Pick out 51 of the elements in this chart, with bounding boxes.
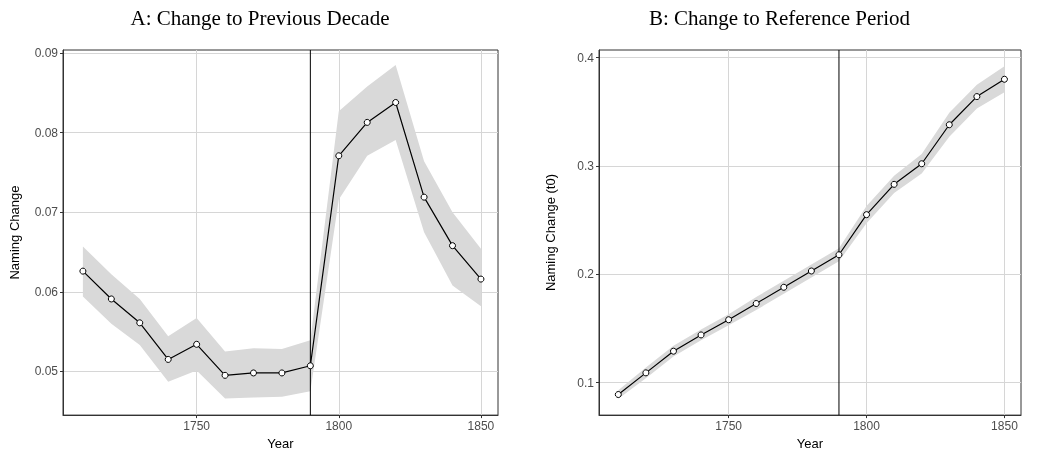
y-tick-label: 0.05 xyxy=(34,364,59,379)
point xyxy=(79,267,87,275)
y-tick-label: 0.4 xyxy=(577,50,595,65)
point xyxy=(164,355,172,363)
chart-title: A: Change to Previous Decade xyxy=(130,5,390,30)
point xyxy=(725,316,733,324)
point xyxy=(420,193,428,201)
point xyxy=(973,93,981,101)
point xyxy=(1000,75,1008,83)
point xyxy=(918,160,926,168)
point xyxy=(863,211,871,219)
point xyxy=(697,331,705,339)
x-axis-title: Year xyxy=(267,436,295,451)
point xyxy=(392,99,400,106)
point xyxy=(250,369,257,377)
point xyxy=(642,369,650,377)
point xyxy=(335,152,343,160)
point xyxy=(107,295,115,303)
point xyxy=(890,180,898,188)
y-axis-title: Naming Change (t0) xyxy=(543,174,558,292)
point xyxy=(278,369,286,377)
point xyxy=(449,242,457,250)
x-tick-label: 1750 xyxy=(715,419,743,434)
y-tick-label: 0.1 xyxy=(577,375,595,390)
point xyxy=(363,118,371,126)
point xyxy=(477,275,485,283)
y-tick-label: 0.07 xyxy=(34,205,59,220)
y-tick-label: 0.08 xyxy=(34,125,59,140)
point xyxy=(780,283,788,291)
y-tick-label: 0.09 xyxy=(34,46,59,61)
point xyxy=(835,251,843,259)
x-tick-label: 1850 xyxy=(467,419,495,434)
x-tick-label: 1800 xyxy=(325,419,353,434)
point xyxy=(221,371,229,379)
y-tick-label: 0.2 xyxy=(577,267,595,282)
point xyxy=(614,391,622,399)
point xyxy=(807,267,815,275)
point xyxy=(136,319,144,327)
x-tick-label: 1850 xyxy=(991,419,1019,434)
chart-title: B: Change to Reference Period xyxy=(648,5,911,30)
y-tick-label: 0.3 xyxy=(577,158,595,173)
point xyxy=(945,121,953,129)
point xyxy=(669,347,677,355)
point xyxy=(306,362,314,370)
y-tick-label: 0.06 xyxy=(34,284,59,299)
x-tick-label: 1750 xyxy=(183,419,211,434)
point xyxy=(752,300,760,308)
x-tick-label: 1800 xyxy=(853,419,881,434)
y-axis-title: Naming Change xyxy=(7,185,22,280)
point xyxy=(193,340,201,348)
x-axis-title: Year xyxy=(796,436,824,451)
